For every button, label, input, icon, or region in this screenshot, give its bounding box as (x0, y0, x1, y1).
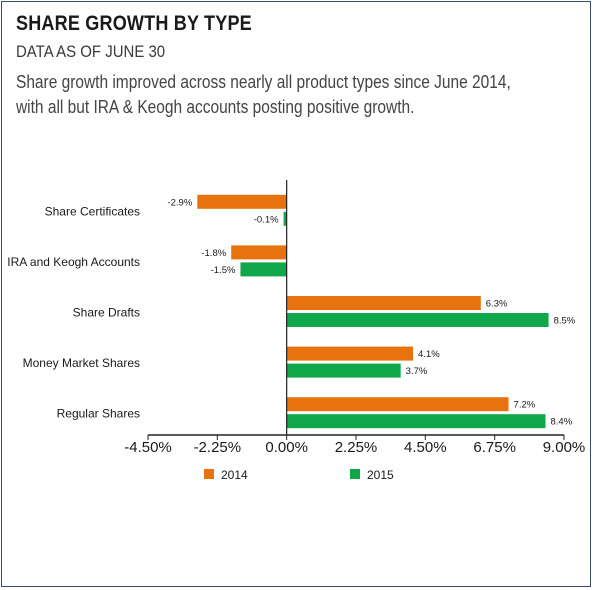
bar-2015 (286, 414, 546, 429)
x-tick-label: -2.25% (194, 439, 242, 456)
legend-label-2014: 2014 (221, 468, 248, 482)
bar-2014 (286, 346, 414, 361)
legend-swatch-2015 (350, 469, 360, 479)
data-label-2014: -1.8% (201, 248, 226, 259)
data-label-2014: 6.3% (486, 299, 508, 310)
legend-swatch-2014 (204, 469, 214, 479)
bar-2014 (231, 245, 287, 260)
chart-title: SHARE GROWTH BY TYPE (16, 12, 252, 35)
data-label-2015: 8.4% (551, 417, 573, 428)
x-tick-label: 9.00% (543, 439, 586, 456)
bar-2015 (286, 363, 401, 378)
chart-description: Share growth improved across nearly all … (16, 70, 566, 120)
x-tick-label: 0.00% (265, 439, 308, 456)
data-label-2014: -2.9% (167, 197, 192, 208)
bar-2014 (197, 194, 287, 209)
category-label: Share Drafts (73, 306, 140, 320)
category-label: Share Certificates (45, 204, 140, 218)
chart-subtitle: DATA AS OF JUNE 30 (16, 42, 166, 61)
data-label-2014: 4.1% (418, 349, 440, 360)
data-label-2015: 8.5% (554, 316, 576, 327)
x-tick-label: -4.50% (124, 439, 172, 456)
bar-2014 (286, 296, 481, 310)
description-line-1: Share growth improved across nearly all … (16, 72, 511, 92)
x-tick-label: 4.50% (404, 439, 447, 456)
data-label-2015: -0.1% (254, 214, 279, 225)
bar-2015 (240, 262, 287, 277)
legend-label-2015: 2015 (367, 468, 394, 482)
data-label-2015: -1.5% (211, 265, 236, 276)
data-label-2015: 3.7% (406, 366, 428, 377)
x-tick-label: 2.25% (335, 439, 378, 456)
bar-2015 (283, 211, 287, 226)
category-label: IRA and Keogh Accounts (7, 255, 140, 269)
bar-2015 (286, 313, 549, 327)
x-tick-label: 6.75% (473, 439, 516, 456)
bar-2014 (286, 397, 509, 412)
description-line-2: with all but IRA & Keogh accounts postin… (16, 97, 415, 117)
data-label-2014: 7.2% (514, 400, 536, 411)
category-label: Regular Shares (57, 407, 140, 421)
category-label: Money Market Shares (23, 356, 140, 370)
